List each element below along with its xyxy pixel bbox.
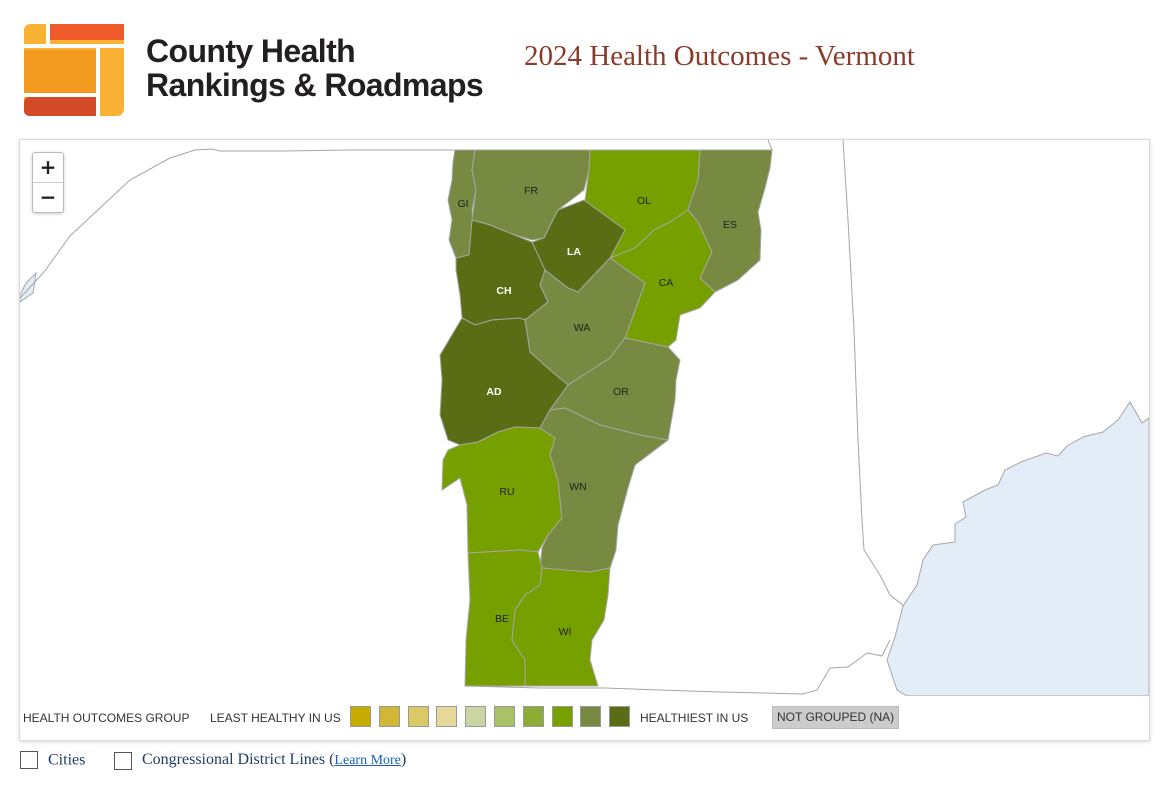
district-lines-option[interactable]: Congressional District Lines (Learn More… [114,750,406,771]
cities-option[interactable]: Cities [20,750,85,770]
map-canvas[interactable]: GI FR OL ES LA CH CA WA AD OR RU WN BE WI [20,140,1149,740]
legend-swatch-9[interactable] [580,706,602,727]
county-label-be: BE [495,613,509,625]
county-label-fr: FR [524,185,538,197]
county-labels-layer: GI FR OL ES LA CH CA WA AD OR RU WN BE WI [457,185,737,638]
county-label-ol: OL [637,195,651,207]
legend-swatch-6[interactable] [494,706,515,727]
county-label-or: OR [613,386,629,398]
district-lines-label: Congressional District Lines ( [142,751,335,768]
legend-swatch-2[interactable] [378,706,400,727]
county-label-wn: WN [569,481,587,493]
county-label-wa: WA [574,322,591,334]
map-legend: HEALTH OUTCOMES GROUP LEAST HEALTHY IN U… [20,696,1149,740]
border-line-nh [842,140,905,607]
border-line-ny-qc [20,148,455,299]
legend-group-label: HEALTH OUTCOMES GROUP [23,711,190,725]
legend-least-healthy-label: LEAST HEALTHY IN US [210,711,341,725]
county-label-wi: WI [559,626,572,638]
page-title: 2024 Health Outcomes - Vermont [524,40,915,72]
county-label-gi: GI [457,198,468,210]
cities-label: Cities [48,751,86,769]
close-paren: ) [400,751,407,768]
legend-swatch-8[interactable] [551,706,573,727]
map-container[interactable]: GI FR OL ES LA CH CA WA AD OR RU WN BE WI + − HEALTH … [19,139,1150,741]
legend-healthiest-label: HEALTHIEST IN US [640,711,749,725]
border-line-vt-top [767,140,773,151]
county-label-ad: AD [486,386,502,398]
county-wi[interactable] [511,567,611,687]
county-label-la: LA [567,246,581,258]
zoom-in-button[interactable]: + [39,155,57,179]
counties-layer[interactable] [439,149,773,687]
border-line-ma [464,639,891,695]
legend-swatch-7[interactable] [522,706,544,727]
county-label-ch: CH [496,285,511,297]
ocean-water [886,401,1149,697]
district-lines-checkbox[interactable] [114,751,132,770]
lake-champlain [20,271,37,303]
legend-swatch-10[interactable] [609,706,631,727]
learn-more-link[interactable]: Learn More [334,753,401,768]
brand-name: County Health Rankings & Roadmaps [146,33,484,103]
legend-swatch-4[interactable] [436,706,458,727]
legend-swatch-3[interactable] [407,706,429,727]
county-label-ru: RU [499,486,514,498]
zoom-control: + − [32,152,64,213]
legend-swatch-1[interactable] [350,706,371,727]
brand-line-2: Rankings & Roadmaps [146,67,484,103]
legend-swatch-5[interactable] [465,706,487,727]
chrr-logo [24,24,124,116]
county-label-es: ES [723,219,737,231]
cities-checkbox[interactable] [20,751,38,770]
zoom-out-button[interactable]: − [33,182,63,212]
county-label-ca: CA [659,277,674,289]
brand-line-1: County Health [146,33,356,69]
legend-not-grouped-badge[interactable]: NOT GROUPED (NA) [772,706,900,729]
